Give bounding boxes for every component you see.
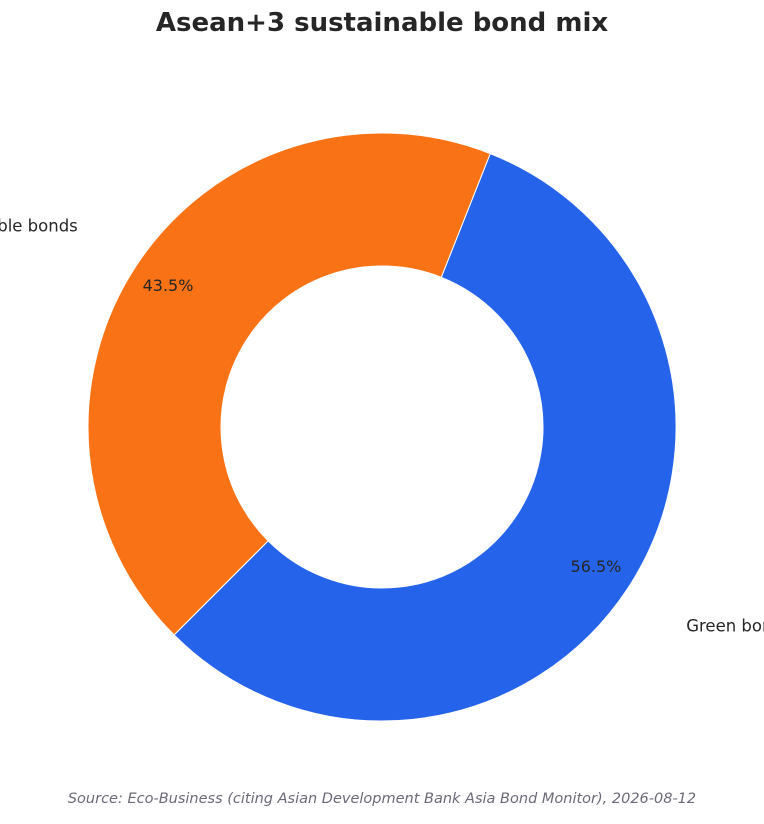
- slice-value-label: 56.5%: [571, 557, 622, 576]
- slice-label: Other sustainable bonds: [0, 217, 78, 236]
- chart-title: Asean+3 sustainable bond mix: [155, 8, 609, 38]
- slice-green-bonds: [173, 152, 677, 722]
- slice-value-label: 43.5%: [143, 276, 194, 295]
- slice-other-sustainable-bonds: [87, 132, 491, 636]
- slice-label: Green bonds: [686, 616, 764, 635]
- source-note: Source: Eco-Business (citing Asian Devel…: [67, 791, 697, 807]
